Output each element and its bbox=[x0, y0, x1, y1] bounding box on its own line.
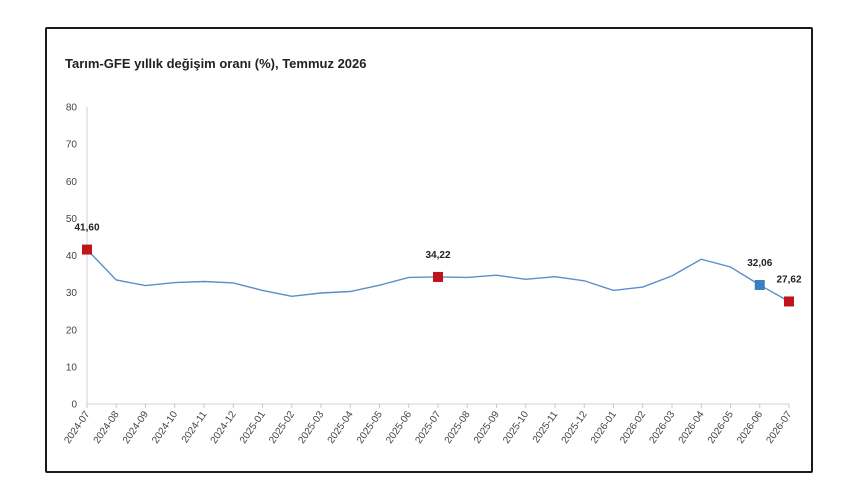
x-tick-label: 2025-01 bbox=[238, 409, 268, 446]
x-tick-label: 2026-04 bbox=[677, 409, 707, 446]
data-label: 27,62 bbox=[776, 274, 801, 285]
x-tick-label: 2025-07 bbox=[413, 409, 443, 446]
y-tick-label: 80 bbox=[66, 103, 78, 114]
x-tick-label: 2024-07 bbox=[62, 409, 92, 446]
x-tick-label: 2026-01 bbox=[589, 409, 619, 446]
highlight-marker bbox=[433, 271, 443, 282]
y-tick-label: 60 bbox=[66, 177, 78, 188]
x-tick-label: 2026-02 bbox=[618, 409, 648, 446]
y-tick-label: 50 bbox=[66, 214, 78, 225]
data-label: 41,60 bbox=[74, 223, 99, 234]
y-tick-label: 70 bbox=[66, 140, 78, 151]
x-tick-label: 2025-04 bbox=[326, 409, 356, 446]
chart-frame: Tarım-GFE yıllık değişim oranı (%), Temm… bbox=[45, 27, 813, 473]
chart-title: Tarım-GFE yıllık değişim oranı (%), Temm… bbox=[65, 56, 367, 71]
x-tick-label: 2025-08 bbox=[443, 409, 473, 446]
x-tick-label: 2025-10 bbox=[501, 409, 531, 446]
y-tick-label: 0 bbox=[71, 400, 77, 411]
data-label: 34,22 bbox=[425, 250, 450, 261]
x-tick-label: 2024-10 bbox=[150, 409, 180, 446]
x-tick-label: 2026-03 bbox=[647, 409, 677, 446]
x-tick-label: 2024-11 bbox=[180, 409, 210, 445]
x-tick-label: 2026-05 bbox=[706, 409, 736, 446]
y-tick-label: 40 bbox=[66, 251, 78, 262]
x-tick-label: 2025-12 bbox=[560, 409, 590, 446]
x-tick-label: 2025-11 bbox=[531, 409, 561, 445]
y-tick-label: 30 bbox=[66, 288, 78, 299]
x-tick-label: 2024-09 bbox=[121, 409, 151, 446]
x-tick-label: 2024-08 bbox=[92, 409, 122, 446]
highlight-marker bbox=[82, 244, 92, 255]
x-tick-label: 2025-06 bbox=[384, 409, 414, 446]
highlight-marker bbox=[784, 296, 794, 307]
x-tick-label: 2025-03 bbox=[296, 409, 326, 446]
data-label: 32,06 bbox=[747, 258, 772, 269]
y-tick-label: 10 bbox=[66, 362, 78, 373]
x-tick-label: 2026-06 bbox=[735, 409, 765, 446]
x-tick-label: 2025-02 bbox=[267, 409, 297, 446]
x-tick-label: 2025-05 bbox=[355, 409, 385, 446]
highlight-marker bbox=[754, 279, 765, 290]
y-tick-label: 20 bbox=[66, 325, 78, 336]
x-tick-label: 2025-09 bbox=[472, 409, 502, 446]
x-tick-label: 2024-12 bbox=[209, 409, 239, 446]
x-tick-label: 2026-07 bbox=[764, 409, 794, 446]
